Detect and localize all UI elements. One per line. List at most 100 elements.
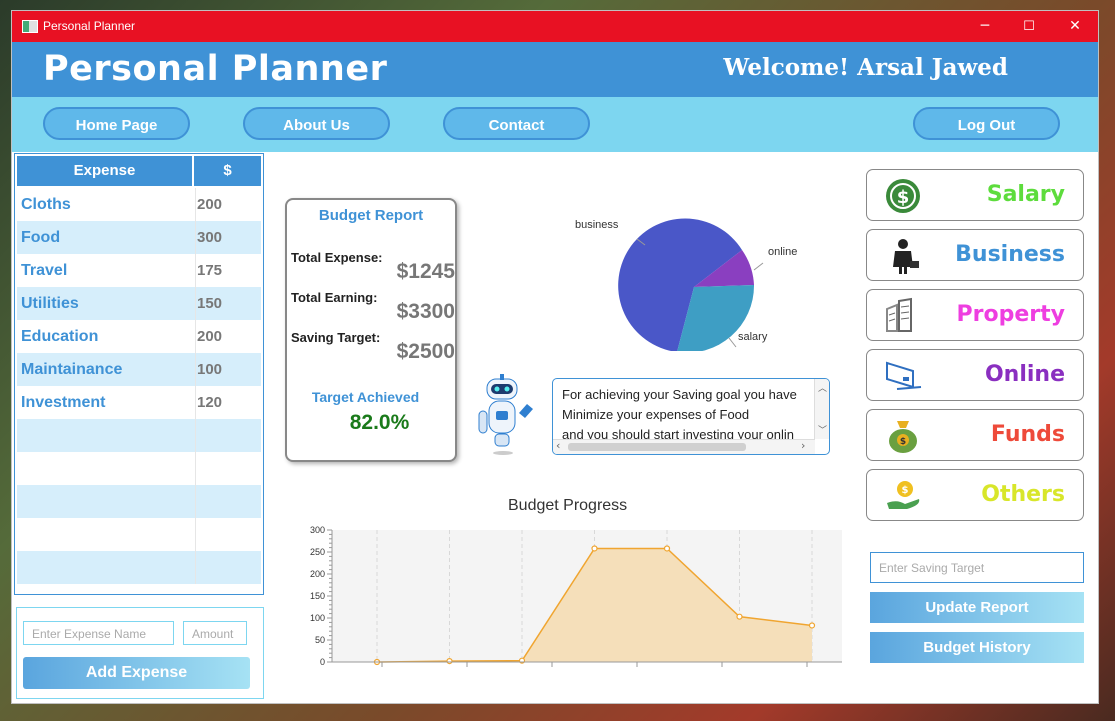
category-online-button[interactable]: Online <box>866 349 1084 401</box>
data-point <box>446 658 453 665</box>
pie-leader-salary <box>728 337 737 348</box>
svg-text:$: $ <box>902 485 909 496</box>
expense-table[interactable]: Expense $ Cloths 200 Food 300 Travel 175 Utili… <box>14 153 264 595</box>
category-business-button[interactable]: Business <box>866 229 1084 281</box>
money-bag-icon: $ <box>883 417 923 455</box>
maximize-button[interactable]: ☐ <box>1023 19 1035 34</box>
category-label: Property <box>956 302 1065 327</box>
y-tick-label: 200 <box>310 569 325 579</box>
column-divider <box>195 419 196 452</box>
expense-name-cell: Food <box>21 229 61 246</box>
svg-text:$: $ <box>900 437 906 447</box>
welcome-text: Welcome! Arsal Jawed <box>723 54 1008 81</box>
data-point <box>591 545 598 552</box>
assistant-message-line: For achieving your Saving goal you have <box>562 387 797 402</box>
log-out-button[interactable]: Log Out <box>913 107 1060 140</box>
expense-amount-cell: 300 <box>197 229 223 246</box>
y-tick-label: 100 <box>310 613 325 623</box>
horizontal-scrollbar[interactable]: ‹ › <box>553 439 815 454</box>
scroll-down-icon[interactable]: ﹀ <box>818 426 828 436</box>
target-achieved-label: Target Achieved <box>311 389 420 405</box>
table-row[interactable]: Food 300 <box>17 221 261 254</box>
add-expense-panel: Enter Expense Name Amount Add Expense <box>16 607 264 699</box>
expense-name-cell: Maintainance <box>21 361 123 378</box>
expense-amount-cell: 150 <box>197 295 223 312</box>
budget-history-button[interactable]: Budget History <box>870 632 1084 663</box>
assistant-message-line: Minimize your expenses of Food <box>562 407 750 422</box>
table-row[interactable]: Education 200 <box>17 320 261 353</box>
table-row[interactable] <box>17 452 261 485</box>
table-row[interactable]: Maintainance 100 <box>17 353 261 386</box>
column-divider <box>195 386 196 419</box>
table-row[interactable] <box>17 551 261 584</box>
expense-amount-cell: 200 <box>197 196 223 213</box>
vertical-scrollbar[interactable]: ︿ ﹀ <box>814 379 829 439</box>
coin-hand-icon: $ <box>883 477 923 515</box>
category-others-button[interactable]: $ Others <box>866 469 1084 521</box>
scroll-right-icon[interactable]: › <box>801 439 806 452</box>
category-label: Funds <box>990 422 1065 447</box>
category-label: Business <box>955 242 1065 267</box>
table-row[interactable]: Utilities 150 <box>17 287 261 320</box>
businessman-icon <box>883 237 923 275</box>
column-divider <box>195 551 196 584</box>
pie-slice-online <box>694 250 754 287</box>
category-label: Salary <box>986 182 1065 207</box>
column-divider <box>195 221 196 254</box>
column-header-amount[interactable]: $ <box>194 156 261 186</box>
pie-slice-salary <box>677 285 755 351</box>
scroll-left-icon[interactable]: ‹ <box>556 439 561 452</box>
table-row[interactable]: Investment 120 <box>17 386 261 419</box>
assistant-message-line: and you should start investing your onli… <box>562 427 794 442</box>
saving-target-label: Saving Target: <box>291 330 381 345</box>
table-row[interactable]: Cloths 200 <box>17 188 261 221</box>
close-button[interactable]: ✕ <box>1069 18 1081 34</box>
total-expense-label: Total Expense: <box>291 250 383 265</box>
minimize-button[interactable]: ─ <box>980 18 990 34</box>
app-window: Personal Planner ─ ☐ ✕ Personal Planner … <box>11 10 1099 704</box>
column-header-expense[interactable]: Expense <box>17 156 192 186</box>
data-point <box>808 622 816 629</box>
expense-amount-cell: 175 <box>197 262 223 279</box>
category-property-button[interactable]: Property <box>866 289 1084 341</box>
total-earning-value: $3300 <box>396 300 455 323</box>
table-row[interactable] <box>17 518 261 551</box>
app-title: Personal Planner <box>43 49 388 89</box>
expense-name-input[interactable]: Enter Expense Name <box>23 621 174 645</box>
area-fill <box>377 548 812 662</box>
assistant-message-box[interactable]: For achieving your Saving goal you have … <box>552 378 830 455</box>
update-report-button[interactable]: Update Report <box>870 592 1084 623</box>
table-row[interactable] <box>17 485 261 518</box>
expense-name-cell: Cloths <box>21 196 71 213</box>
expense-name-cell: Investment <box>21 394 106 411</box>
window-title: Personal Planner <box>43 19 136 33</box>
column-divider <box>195 320 196 353</box>
table-row[interactable] <box>17 419 261 452</box>
add-expense-button[interactable]: Add Expense <box>23 657 250 689</box>
title-bar: Personal Planner ─ ☐ ✕ <box>12 11 1098 42</box>
y-tick-label: 50 <box>315 635 325 645</box>
contact-button[interactable]: Contact <box>443 107 590 140</box>
pie-leader-business <box>636 238 646 246</box>
column-divider <box>195 254 196 287</box>
category-label: Online <box>984 362 1065 387</box>
category-label: Others <box>981 482 1065 507</box>
category-funds-button[interactable]: $ Funds <box>866 409 1084 461</box>
pie-slice-business <box>618 218 742 351</box>
about-us-button[interactable]: About Us <box>243 107 390 140</box>
table-row[interactable]: Travel 175 <box>17 254 261 287</box>
saving-target-input[interactable]: Enter Saving Target <box>870 552 1084 583</box>
scroll-thumb[interactable] <box>568 443 746 451</box>
scroll-up-icon[interactable]: ︿ <box>818 384 828 394</box>
home-page-button[interactable]: Home Page <box>43 107 190 140</box>
category-salary-button[interactable]: $ Salary <box>866 169 1084 221</box>
expense-amount-cell: 100 <box>197 361 223 378</box>
budget-report-title: Budget Report <box>318 207 424 224</box>
expense-amount-cell: 120 <box>197 394 223 411</box>
laptop-icon <box>883 357 923 395</box>
data-point <box>663 545 671 552</box>
column-divider <box>195 485 196 518</box>
expense-amount-input[interactable]: Amount <box>183 621 247 645</box>
y-tick-label: 0 <box>320 657 325 667</box>
robot-assistant-icon <box>478 374 533 455</box>
